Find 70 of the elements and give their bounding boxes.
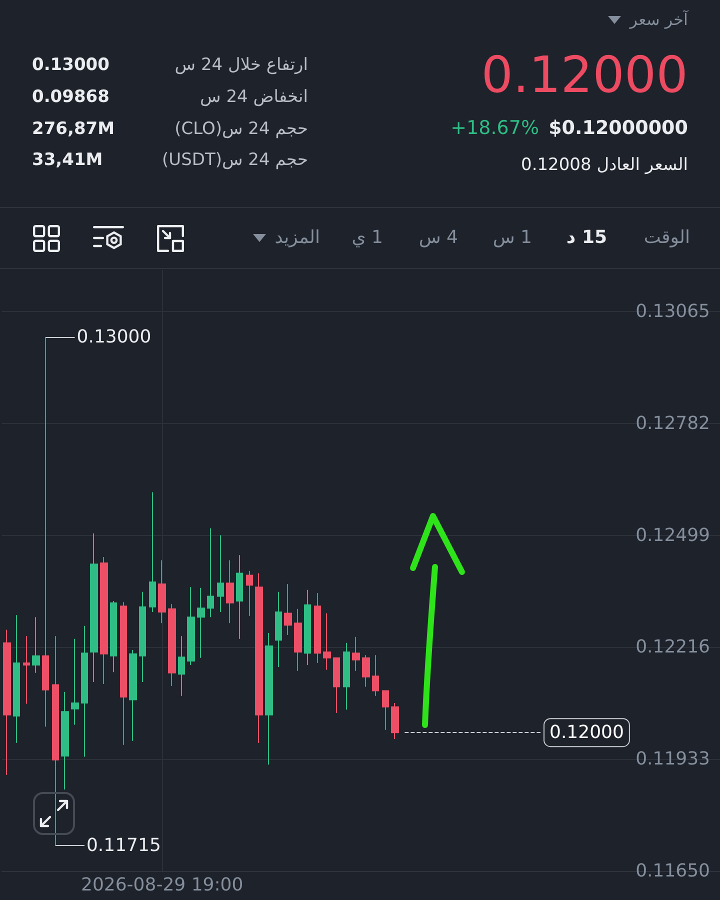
- y-tick-label: 0.11933: [636, 748, 710, 770]
- text: 33,41M: [32, 150, 103, 171]
- text: حجم 24 س(USDT): [162, 150, 308, 171]
- candlestick: [265, 632, 273, 766]
- candlestick: [149, 492, 156, 613]
- candlestick: [323, 612, 331, 670]
- text: الوقت: [644, 226, 690, 248]
- text: 0.09868: [32, 87, 110, 108]
- annotation: 0.11715: [86, 834, 161, 856]
- text: انخفاض 24 س: [200, 87, 308, 108]
- y-tick-label: 0.12782: [636, 412, 710, 434]
- candlestick: [255, 572, 263, 744]
- text: 0.12000: [481, 46, 688, 105]
- y-tick-label: 0.12499: [636, 524, 710, 546]
- candlestick: [3, 629, 11, 776]
- ref-line-label: 0.12000: [550, 722, 624, 744]
- candlestick: [362, 654, 370, 688]
- candlestick: [284, 583, 292, 636]
- candlestick: [207, 528, 214, 618]
- text: 1 س: [492, 226, 532, 248]
- candlestick: [100, 556, 108, 684]
- annotation: 0.13000: [76, 326, 152, 348]
- text: 0.13000: [32, 55, 110, 76]
- text: 276,87M: [32, 119, 115, 140]
- text: المزيد: [274, 226, 320, 248]
- candlestick: [343, 642, 350, 710]
- candlestick: [110, 600, 117, 673]
- candlestick: [197, 587, 205, 658]
- candlestick: [294, 608, 302, 672]
- candlestick: [32, 616, 40, 674]
- candlestick: [187, 586, 195, 666]
- candlestick: [168, 604, 176, 686]
- candlestick: [61, 691, 69, 790]
- candlestick: [246, 570, 253, 616]
- candlestick: [226, 560, 234, 624]
- candlestick: [23, 636, 30, 704]
- text: $0.12000000: [548, 117, 688, 140]
- y-tick-label: 0.12216: [636, 636, 710, 658]
- text: السعر العادل 0.12008: [521, 155, 688, 176]
- candlestick: [391, 702, 399, 740]
- candlestick: [139, 591, 146, 682]
- y-tick-label: 0.13065: [636, 301, 710, 322]
- text: +18.67%: [450, 117, 539, 140]
- text: 15 د: [566, 226, 607, 248]
- candlestick: [71, 638, 79, 726]
- y-tick-label: 0.11650: [636, 860, 710, 882]
- candlestick: [304, 589, 311, 666]
- candlestick: [178, 636, 185, 696]
- text: آخر سعر: [630, 10, 688, 30]
- text: ارتفاع خلال 24 س: [174, 55, 308, 76]
- candlestick: [13, 614, 20, 744]
- candlestick: [129, 649, 137, 742]
- candlestick: [314, 592, 321, 664]
- text: 1 ي: [352, 226, 383, 248]
- candlestick: [81, 625, 88, 758]
- candlestick: [90, 532, 98, 682]
- candlestick: [333, 656, 340, 714]
- candlestick: [275, 591, 282, 668]
- candlestick: [158, 560, 166, 624]
- candlestick: [236, 554, 243, 640]
- x-tick-label: 2026-08-29 19:00: [80, 874, 244, 896]
- text: حجم 24 س(CLO): [174, 119, 308, 140]
- candlestick: [52, 636, 59, 846]
- candlestick: [120, 602, 127, 746]
- candlestick: [372, 654, 379, 696]
- candlestick: [42, 336, 49, 728]
- text: 4 س: [418, 226, 458, 248]
- candlestick: [352, 636, 360, 672]
- candlestick: [217, 534, 224, 613]
- candlestick: [382, 690, 389, 730]
